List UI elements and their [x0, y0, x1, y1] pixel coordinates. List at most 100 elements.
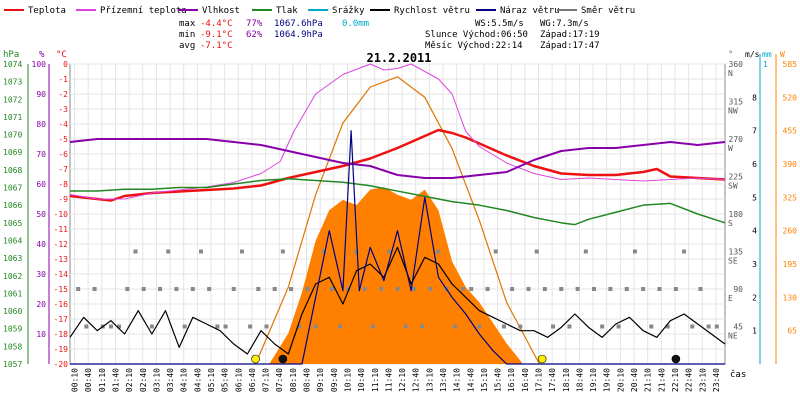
temperature-tick: -11	[54, 225, 69, 234]
x-tick-label: 12:10	[398, 368, 407, 392]
stat-avg-label: avg	[179, 41, 195, 51]
wind-direction-mark	[624, 287, 629, 291]
x-tick-label: 01:40	[111, 368, 120, 392]
wind-direction-mark	[297, 324, 302, 329]
wind-direction-mark	[166, 249, 171, 254]
wind-direction-mark	[354, 249, 359, 254]
wind-direction-mark	[575, 287, 580, 291]
wind-direction-mark	[141, 287, 146, 291]
wind-direction-mark	[117, 324, 122, 329]
legend-item-3: Tlak	[252, 6, 298, 16]
direction-tick: 270	[729, 135, 744, 144]
wind-direction-mark	[207, 287, 212, 291]
axis-title-pressure: hPa	[3, 50, 19, 60]
x-tick-label: 03:10	[152, 368, 161, 392]
x-tick-label: 00:40	[84, 368, 93, 392]
wind-direction-mark	[370, 324, 375, 329]
wind-direction-mark	[264, 324, 269, 329]
wind-direction-mark	[657, 287, 662, 291]
wind-direction-mark	[411, 287, 416, 291]
wind-direction-mark	[395, 287, 400, 291]
temperature-tick: -8	[58, 180, 68, 189]
humidity-tick: 100	[32, 60, 47, 69]
x-tick-label: 07:10	[262, 368, 271, 392]
temperature-tick: -20	[54, 360, 69, 369]
x-tick-label: 22:10	[671, 368, 680, 392]
x-tick-label: 21:40	[657, 368, 666, 392]
speed-tick: 5	[752, 193, 757, 202]
x-tick-label: 00:10	[71, 368, 80, 392]
stat-min-label: min	[179, 30, 195, 40]
wind-direction-mark	[158, 287, 163, 291]
axis-title-temperature: °C	[56, 50, 67, 60]
x-tick-label: 11:10	[371, 368, 380, 392]
wind-direction-mark	[330, 287, 334, 291]
stat-max-rain: 0.0mm	[342, 19, 369, 29]
sunrise-marker	[251, 354, 260, 364]
direction-tick-label: NW	[728, 107, 738, 116]
axis-title-rain: mm	[762, 50, 772, 59]
temperature-tick: -12	[54, 240, 69, 249]
x-tick-label: 09:40	[330, 368, 339, 392]
pressure-tick: 1061	[3, 289, 22, 298]
humidity-tick: 70	[36, 150, 46, 159]
legend-item-2: Vlhkost	[178, 6, 240, 16]
speed-tick: 2	[752, 293, 757, 302]
direction-tick: 315	[729, 98, 744, 107]
wind-direction-mark	[542, 287, 547, 291]
direction-tick: 225	[729, 173, 744, 182]
legend: Teplota Přízemní teplota Vlhkost Tlak Srážky…	[4, 6, 635, 16]
pressure-tick: 1070	[3, 131, 22, 140]
wind-direction-mark	[346, 287, 351, 291]
direction-tick-label: E	[728, 294, 733, 303]
humidity-tick: 40	[36, 240, 46, 249]
legend-item-1: Přízemní teplota	[76, 6, 187, 16]
wind-direction-mark	[321, 249, 326, 254]
temperature-tick: -10	[54, 210, 69, 219]
x-tick-label: 07:40	[275, 368, 284, 392]
temperature-tick: -3	[58, 105, 68, 114]
x-tick-label: 01:10	[98, 368, 107, 392]
x-tick-label: 02:40	[139, 368, 148, 392]
radiation-tick: 325	[783, 193, 798, 202]
direction-tick-label: S	[728, 219, 733, 228]
wind-direction-mark	[248, 324, 253, 329]
x-tick-label: 10:10	[343, 368, 352, 392]
moon-rise-info: Měsíc Východ:22:14	[425, 41, 523, 51]
direction-tick: 90	[733, 285, 743, 294]
x-tick-label: 06:10	[234, 368, 243, 392]
pressure-tick: 1059	[3, 325, 22, 334]
stat-min-press: 1064.9hPa	[274, 30, 323, 40]
direction-tick-label: N	[728, 69, 733, 78]
wind-direction-mark	[125, 287, 130, 291]
moonrise-marker	[671, 354, 681, 364]
pressure-tick: 1060	[3, 307, 22, 316]
speed-tick: 8	[752, 93, 757, 102]
x-tick-label: 02:10	[125, 368, 134, 392]
x-tick-label: 12:40	[412, 368, 421, 392]
speed-tick: 1	[752, 327, 757, 336]
temperature-tick: -17	[54, 315, 69, 324]
pressure-tick: 1057	[3, 360, 22, 369]
x-tick-label: 19:10	[589, 368, 598, 392]
x-tick-label: 21:10	[644, 368, 653, 392]
stat-avg-temp: -7.1°C	[200, 41, 233, 51]
pressure-tick: 1071	[3, 113, 22, 122]
pressure-tick: 1062	[3, 272, 22, 281]
pressure-tick: 1064	[3, 236, 22, 245]
stats-panel: max -4.4°C 77% 1067.6hPa 0.0mm min -9.1°…	[179, 19, 600, 51]
wind-direction-mark	[182, 324, 187, 329]
temperature-tick: -18	[54, 330, 69, 339]
x-tick-label: 17:40	[548, 368, 557, 392]
speed-tick: 3	[752, 260, 757, 269]
direction-tick-label: SE	[728, 257, 738, 266]
radiation-area-fill	[269, 187, 524, 364]
radiation-tick: 260	[783, 227, 798, 236]
wind-direction-mark	[673, 287, 678, 291]
sun-rise-info: Slunce Východ:06:50	[425, 30, 528, 40]
pressure-tick: 1069	[3, 148, 22, 157]
wind-direction-mark	[469, 287, 474, 291]
x-tick-label: 04:40	[193, 368, 202, 392]
temperature-tick: -9	[58, 195, 68, 204]
wind-direction-mark	[461, 287, 465, 291]
